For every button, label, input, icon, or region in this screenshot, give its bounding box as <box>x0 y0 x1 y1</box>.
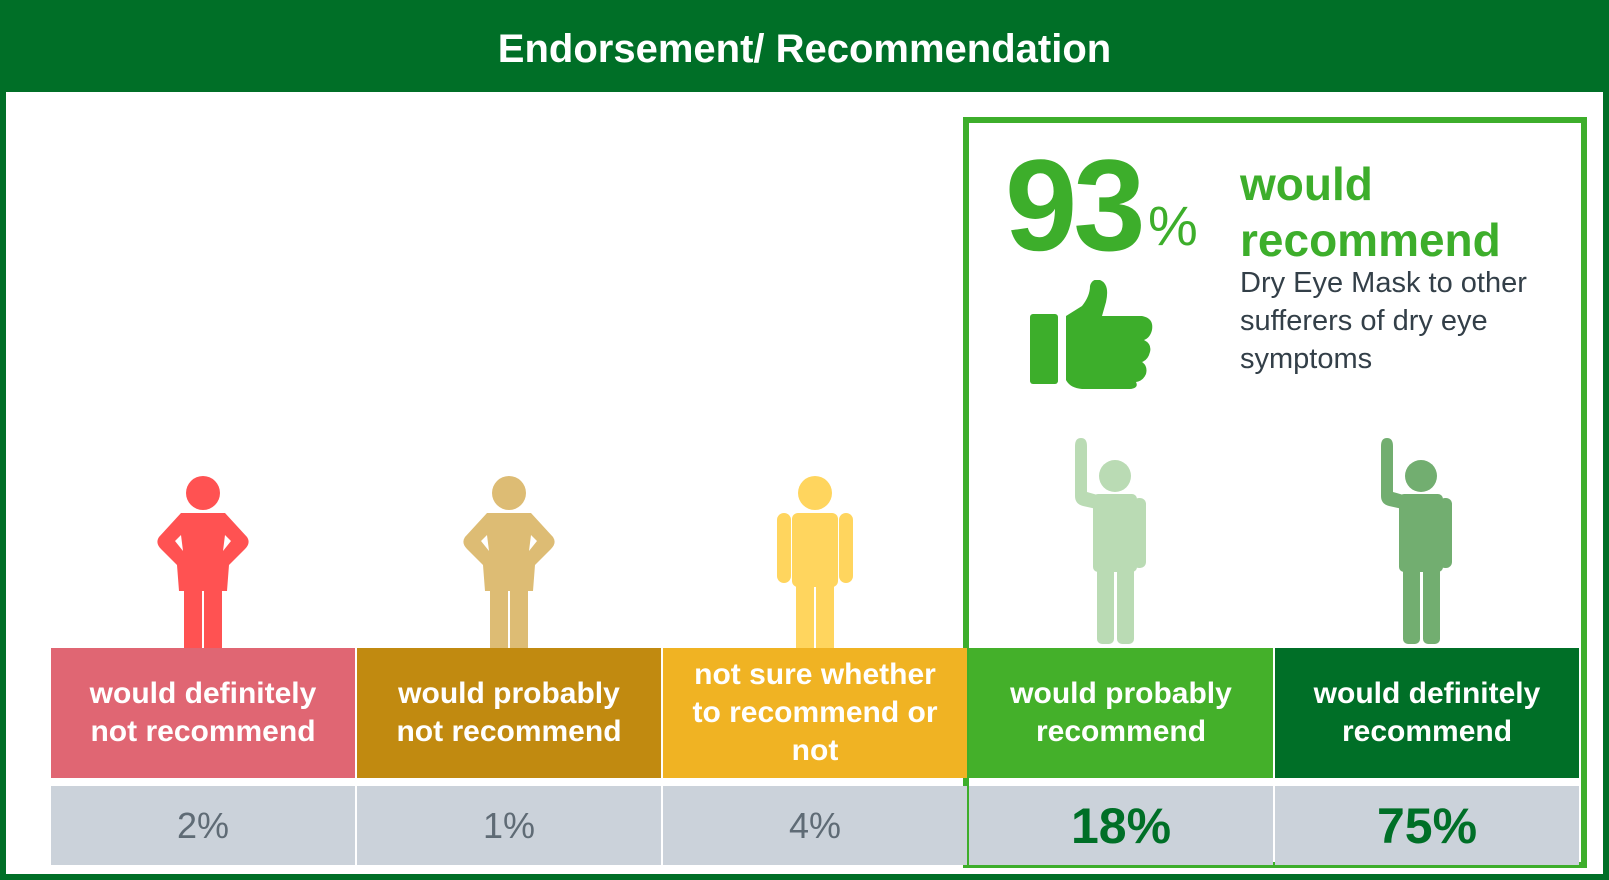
label-probably: would probably recommend <box>969 648 1273 778</box>
figure-probably-not <box>463 476 555 663</box>
thumb-cuff <box>1030 314 1058 384</box>
callout-text: Dry Eye Mask to other sufferers of dry e… <box>1240 267 1527 375</box>
label-definitely: would definitely recommend <box>1275 648 1579 778</box>
value-probably: 18% <box>969 786 1273 865</box>
label-definitely-not: would definitely not recommend <box>51 648 355 778</box>
value-not-sure: 4% <box>663 786 967 865</box>
thumbs-up-icon <box>1030 280 1153 389</box>
recommend-total-unit: % <box>1148 194 1198 257</box>
label-not-sure: not sure whether to recommend or not <box>663 648 967 778</box>
value-probably-not: 1% <box>357 786 661 865</box>
recommend-highlight-box <box>963 117 1587 868</box>
recommend-total-value: 93 <box>1005 132 1146 278</box>
label-probably-not: would probably not recommend <box>357 648 661 778</box>
figure-not-sure <box>777 476 853 663</box>
value-definitely: 75% <box>1275 786 1579 865</box>
value-definitely-not: 2% <box>51 786 355 865</box>
callout-title: would recommend <box>1240 158 1501 266</box>
chart-title: Endorsement/ Recommendation <box>6 6 1603 92</box>
figure-definitely <box>1381 438 1452 644</box>
thumb-hand <box>1066 280 1153 389</box>
figure-probably <box>1075 438 1146 644</box>
figure-definitely-not <box>157 476 249 663</box>
